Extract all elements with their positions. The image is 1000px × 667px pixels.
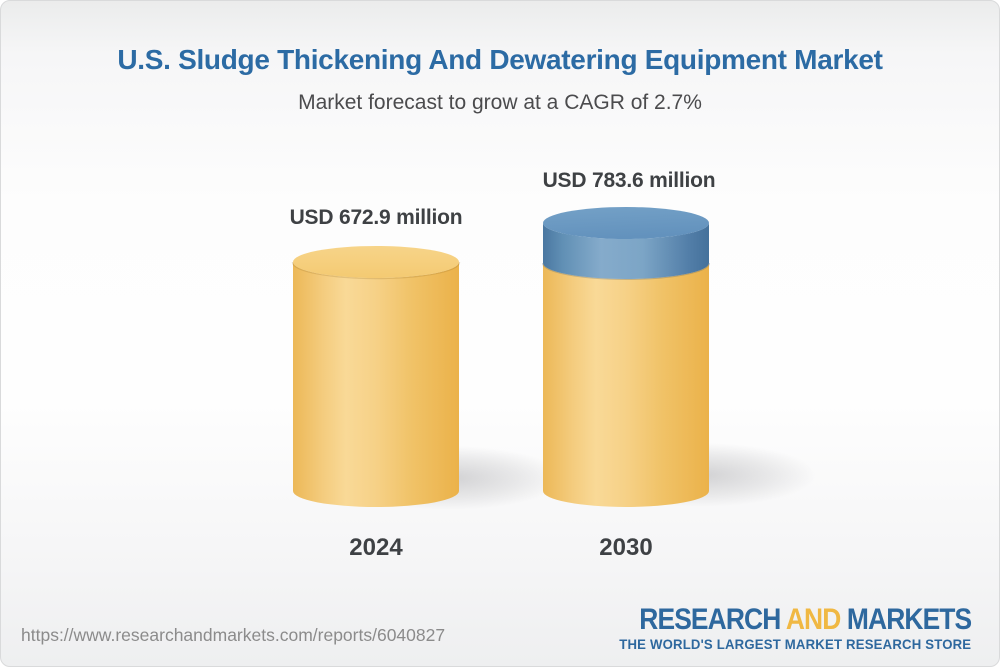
- bar-2024-top: [293, 246, 459, 278]
- brand-logo-tagline: THE WORLD'S LARGEST MARKET RESEARCH STOR…: [618, 636, 971, 652]
- page-title: U.S. Sludge Thickening And Dewatering Eq…: [117, 44, 883, 75]
- category-label-2030: 2030: [599, 534, 653, 561]
- bar-2030: [542, 207, 710, 507]
- brand-logo-wordmark: RESEARCH AND MARKETS: [638, 603, 972, 636]
- logo-markets-text: MARKETS: [846, 603, 972, 636]
- value-label-2030: USD 783.6 million: [542, 169, 716, 192]
- report-url[interactable]: https://www.researchandmarkets.com/repor…: [21, 625, 446, 645]
- logo-and-text: AND: [785, 603, 841, 636]
- category-label-2024: 2024: [349, 534, 403, 561]
- brand-logo: RESEARCH AND MARKETS THE WORLD'S LARGEST…: [594, 603, 972, 652]
- bar-2030-top: [543, 207, 709, 239]
- page-subtitle: Market forecast to grow at a CAGR of 2.7…: [298, 91, 702, 114]
- bar-2030-growth-segment: [543, 223, 709, 279]
- bar-2030-body-base: [543, 263, 709, 507]
- bar-2024: [291, 246, 461, 507]
- bar-2024-body: [293, 262, 459, 507]
- value-label-2024: USD 672.9 million: [289, 206, 463, 229]
- logo-research-text: RESEARCH: [638, 603, 781, 636]
